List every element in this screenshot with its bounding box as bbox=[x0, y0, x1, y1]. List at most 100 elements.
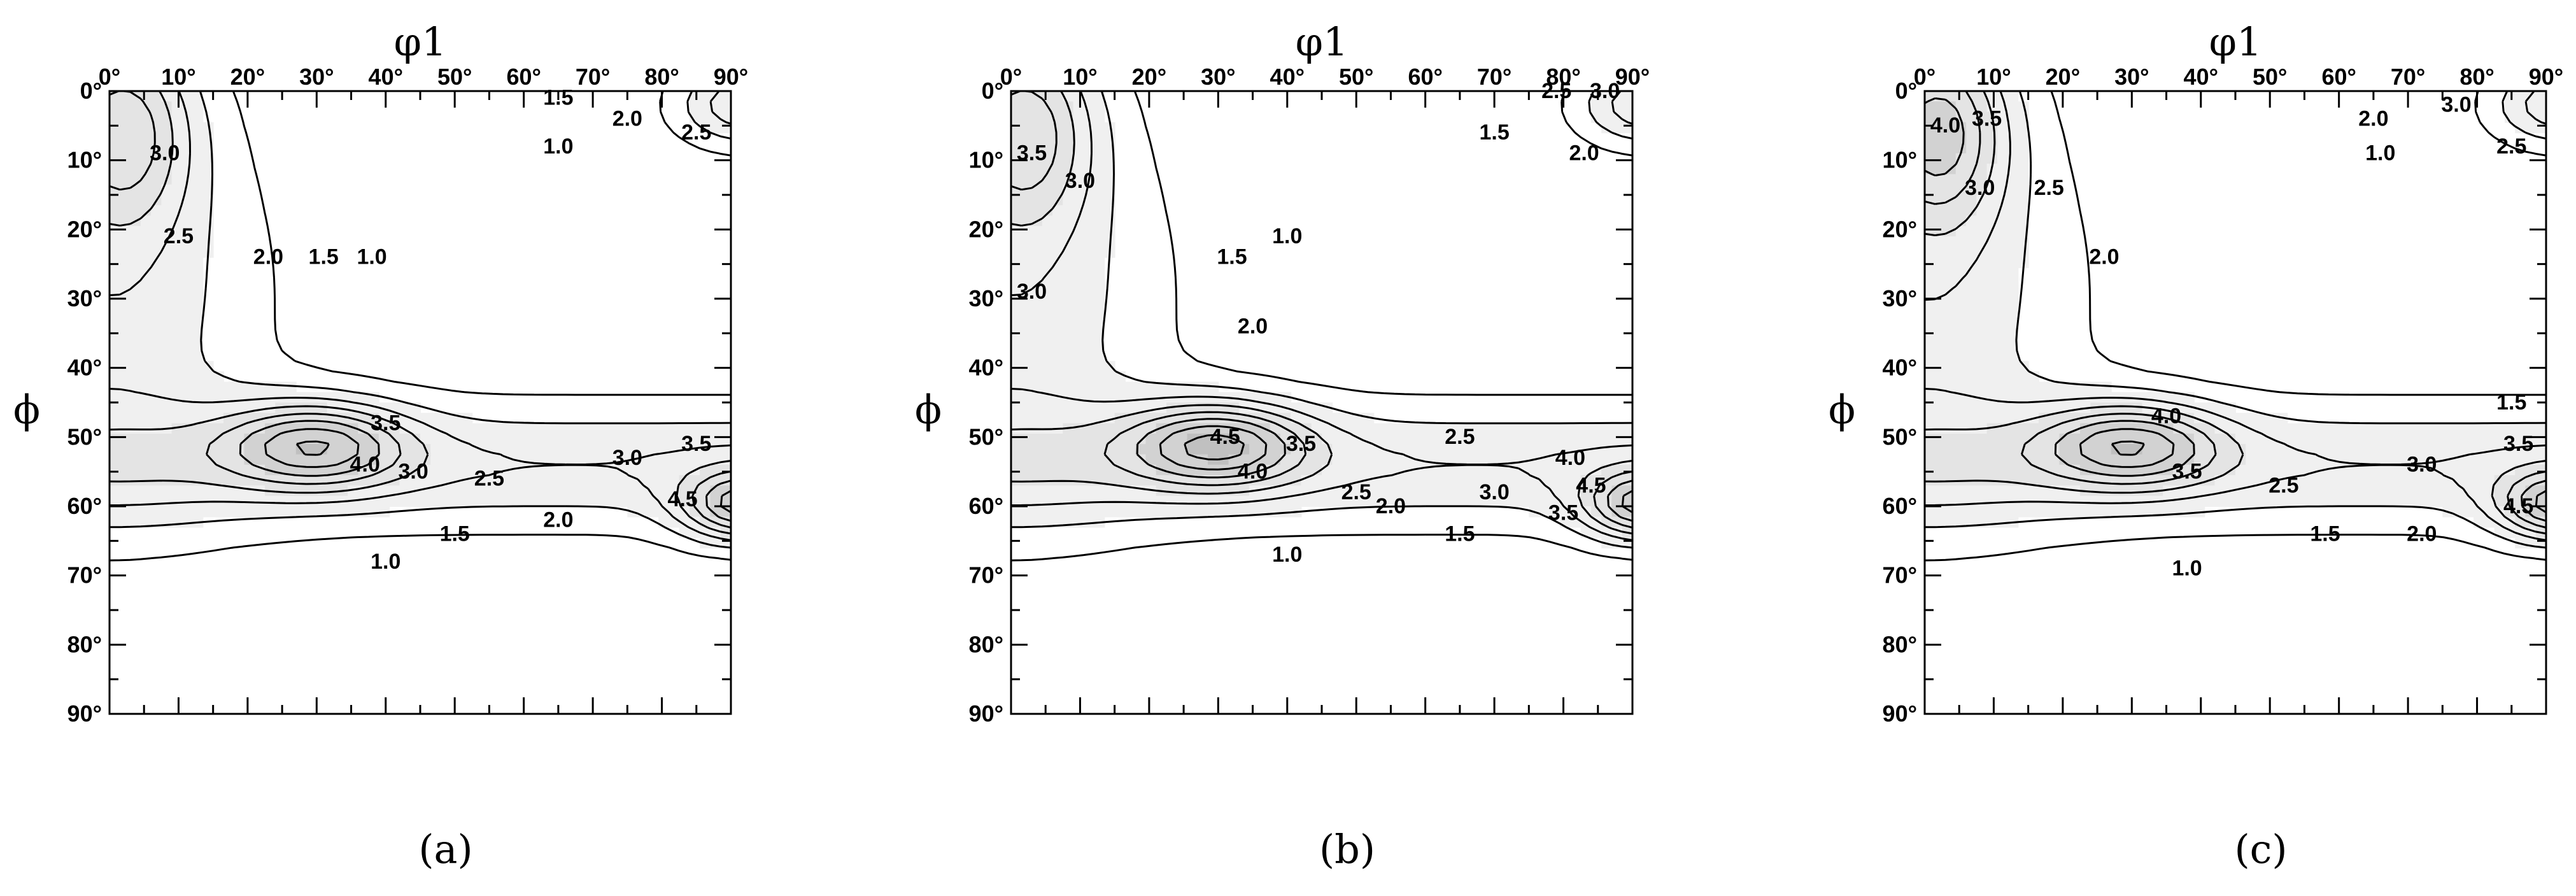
contour-label: 2.5 bbox=[2034, 176, 2064, 200]
contour-label: 1.5 bbox=[543, 86, 573, 110]
contour-label: 2.0 bbox=[1376, 494, 1406, 518]
contour-label: 2.0 bbox=[2407, 522, 2437, 546]
contour-lines bbox=[110, 91, 731, 562]
contour-label: 1.5 bbox=[2310, 522, 2340, 546]
y-tick-label: 0° bbox=[80, 78, 102, 104]
y-axis-title: ϕ bbox=[915, 387, 942, 433]
y-tick-label: 60° bbox=[969, 493, 1003, 519]
y-tick-label: 20° bbox=[67, 216, 102, 242]
x-tick-label: 20° bbox=[230, 64, 265, 90]
y-tick-label: 70° bbox=[969, 562, 1003, 588]
contour-label: 1.0 bbox=[2172, 557, 2202, 581]
y-tick-label: 70° bbox=[1883, 562, 1917, 588]
x-tick-label: 10° bbox=[1976, 64, 2011, 90]
contour-line-2.0 bbox=[1011, 91, 1632, 541]
contour-line-3.5 bbox=[1136, 418, 1632, 522]
contour-line-4.5 bbox=[295, 440, 330, 456]
y-tick-label: 80° bbox=[1883, 631, 1917, 657]
contour-line-3.5 bbox=[1925, 97, 2546, 522]
contour-line-2.5 bbox=[110, 91, 731, 535]
contour-line-4.5 bbox=[1184, 434, 1245, 460]
contour-label: 4.0 bbox=[2151, 404, 2181, 429]
y-tick-label: 40° bbox=[969, 355, 1003, 381]
contour-label: 1.0 bbox=[357, 245, 386, 269]
x-tick-label: 50° bbox=[2253, 64, 2287, 90]
contour-label: 3.0 bbox=[2407, 453, 2437, 477]
contour-label: 1.0 bbox=[371, 550, 400, 574]
x-tick-label: 40° bbox=[369, 64, 403, 90]
contour-label: 4.0 bbox=[1555, 446, 1585, 470]
y-tick-label: 60° bbox=[1883, 493, 1917, 519]
panel-label: (a) bbox=[418, 826, 472, 872]
y-axis-title: ϕ bbox=[13, 387, 40, 433]
y-axis-title: ϕ bbox=[1829, 387, 1855, 433]
x-tick-label: 40° bbox=[1270, 64, 1305, 90]
contour-label: 2.5 bbox=[681, 120, 711, 145]
contour-label: 1.5 bbox=[1479, 120, 1509, 145]
contour-label: 3.0 bbox=[1479, 480, 1509, 504]
x-tick-label: 0° bbox=[1000, 64, 1022, 90]
x-tick-label: 70° bbox=[2391, 64, 2425, 90]
x-axis-title: φ1 bbox=[394, 18, 447, 65]
contour-line-4.0 bbox=[264, 428, 731, 513]
contour-label: 2.0 bbox=[2089, 245, 2119, 269]
intensity-fill bbox=[1011, 91, 1632, 714]
y-tick-label: 20° bbox=[1883, 216, 1917, 242]
contour-label: 1.5 bbox=[1217, 245, 1247, 269]
x-tick-label: 70° bbox=[1477, 64, 1511, 90]
contour-label: 1.0 bbox=[1272, 224, 1302, 248]
contour-label: 4.5 bbox=[1210, 425, 1240, 449]
contour-line-1.0 bbox=[110, 91, 731, 562]
contour-label: 2.0 bbox=[612, 106, 642, 131]
y-tick-label: 80° bbox=[969, 631, 1003, 657]
contour-line-1.0 bbox=[1925, 91, 2546, 562]
y-tick-label: 0° bbox=[982, 78, 1003, 104]
contour-label: 4.5 bbox=[1576, 473, 1606, 497]
y-tick-label: 50° bbox=[969, 423, 1003, 450]
y-tick-label: 10° bbox=[1883, 147, 1917, 173]
contour-label: 2.5 bbox=[2268, 473, 2298, 497]
contour-label: 2.0 bbox=[543, 508, 573, 532]
odf-panel-1: 0° 10° 20° 30° 40° 50° 60° 70° 80° 90° 0° 10° 20° 30°… bbox=[13, 18, 748, 872]
contour-label: 2.0 bbox=[2358, 106, 2388, 131]
contour-line-4.0 bbox=[2079, 428, 2546, 513]
y-tick-label: 90° bbox=[67, 700, 102, 727]
x-tick-label: 30° bbox=[1201, 64, 1235, 90]
intensity-fill bbox=[110, 91, 731, 714]
contour-label: 4.5 bbox=[667, 487, 697, 511]
x-tick-label: 20° bbox=[1132, 64, 1166, 90]
x-axis-title: φ1 bbox=[2209, 18, 2262, 65]
contour-label: 3.0 bbox=[399, 460, 428, 484]
contour-label: 3.0 bbox=[1065, 169, 1095, 193]
x-tick-label: 40° bbox=[2184, 64, 2218, 90]
contour-label: 3.0 bbox=[612, 446, 642, 470]
contour-label: 2.5 bbox=[474, 466, 504, 490]
contour-label: 4.5 bbox=[2503, 494, 2533, 518]
contour-label: 3.5 bbox=[1286, 432, 1316, 456]
x-tick-label: 70° bbox=[576, 64, 610, 90]
y-tick-label: 60° bbox=[67, 493, 102, 519]
contour-label: 2.5 bbox=[164, 224, 194, 248]
contour-label: 3.0 bbox=[1590, 79, 1620, 103]
contour-line-4.5 bbox=[2111, 440, 2145, 456]
contour-label: 3.0 bbox=[1965, 176, 1995, 200]
contour-label: 4.0 bbox=[350, 453, 380, 477]
contour-label: 1.0 bbox=[2365, 141, 2395, 166]
contour-label: 1.5 bbox=[2496, 390, 2526, 415]
x-tick-label: 10° bbox=[161, 64, 195, 90]
y-tick-label: 80° bbox=[67, 631, 102, 657]
x-axis-title: φ1 bbox=[1296, 18, 1348, 65]
contour-line-1.5 bbox=[1925, 91, 2546, 549]
contour-line-2.0 bbox=[110, 91, 731, 541]
contour-label: 3.5 bbox=[371, 411, 400, 435]
y-tick-label: 10° bbox=[969, 147, 1003, 173]
panel-label: (b) bbox=[1319, 826, 1375, 872]
contour-line-3.0 bbox=[1925, 91, 2546, 529]
contour-label: 3.5 bbox=[1972, 106, 2002, 131]
contour-label: 1.0 bbox=[543, 134, 573, 159]
x-tick-label: 0° bbox=[1914, 64, 1936, 90]
contour-line-3.5 bbox=[239, 420, 731, 522]
contour-line-1.5 bbox=[1011, 91, 1632, 549]
y-tick-label: 90° bbox=[969, 700, 1003, 727]
